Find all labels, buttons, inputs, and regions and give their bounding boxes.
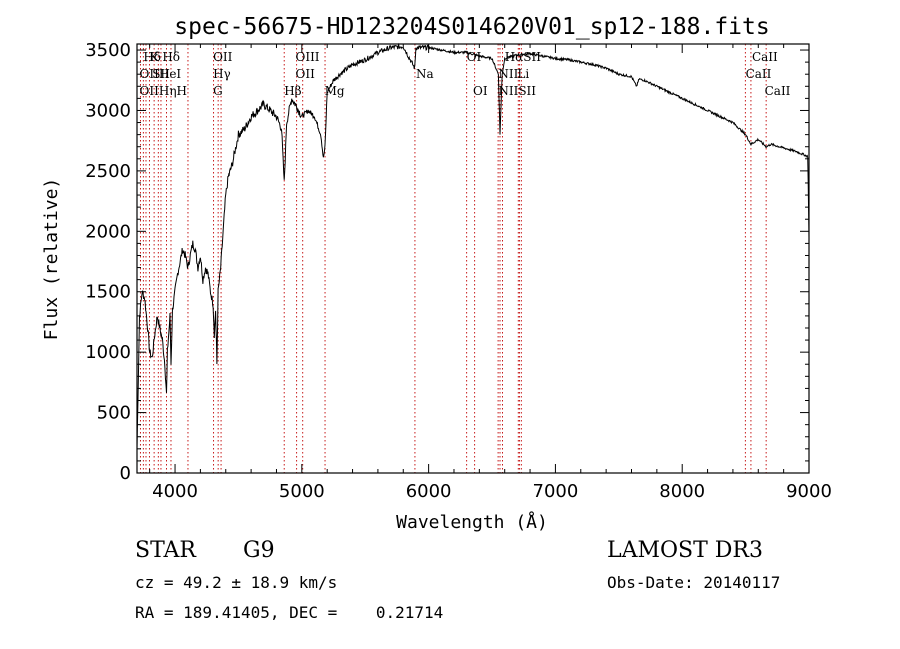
obs-date-text: Obs-Date: 20140117 bbox=[607, 573, 781, 592]
y-axis-label: Flux (relative) bbox=[41, 178, 62, 341]
y-tick-label: 3000 bbox=[85, 100, 131, 121]
spectral-line-label: NIISII bbox=[498, 84, 536, 98]
class-label: STAR bbox=[135, 538, 196, 563]
x-axis-label: Wavelength (Å) bbox=[396, 511, 548, 533]
spectrum-line bbox=[136, 42, 810, 449]
y-tick-label: 3500 bbox=[85, 40, 131, 61]
redshift-text: cz = 49.2 ± 18.9 km/s bbox=[135, 573, 338, 592]
spectral-line-label: OII bbox=[295, 67, 315, 81]
x-tick-label: 9000 bbox=[786, 481, 832, 502]
spectral-line-label: OII bbox=[213, 50, 233, 64]
y-tick-label: 500 bbox=[97, 403, 131, 424]
x-tick-label: 8000 bbox=[659, 481, 705, 502]
spectral-line-label: K bbox=[150, 50, 160, 64]
survey-label: LAMOST DR3 bbox=[607, 538, 763, 563]
spectral-line-label: Na bbox=[416, 67, 434, 81]
spectral-line-label: CaII bbox=[765, 84, 791, 98]
spectral-line-label: OIIHηH bbox=[140, 84, 187, 98]
x-tick-label: 7000 bbox=[533, 481, 579, 502]
y-tick-label: 2000 bbox=[85, 221, 131, 242]
spectral-line-label: CaII bbox=[752, 50, 778, 64]
spectral-line-label: OI bbox=[467, 50, 482, 64]
spectral-line-label: Hβ bbox=[284, 84, 301, 98]
spectral-line-label: Li bbox=[517, 67, 529, 81]
spectral-line-label: OIII bbox=[295, 50, 319, 64]
spectral-line-label: OI bbox=[473, 84, 488, 98]
spectral-line-label: CaII bbox=[746, 67, 772, 81]
chart-title: spec-56675-HD123204S014620V01_sp12-188.f… bbox=[174, 14, 769, 40]
y-tick-label: 2500 bbox=[85, 161, 131, 182]
spectral-line-label: NII bbox=[498, 67, 518, 81]
subclass-label: G9 bbox=[243, 538, 275, 563]
spectral-line-label: G bbox=[213, 84, 223, 98]
x-tick-label: 5000 bbox=[279, 481, 325, 502]
plot-frame bbox=[136, 43, 810, 474]
coords-text: RA = 189.41405, DEC = 0.21714 bbox=[135, 603, 444, 622]
y-axis-ticks: 0 500 1000 1500 2000 2500 3000 3500 bbox=[85, 40, 809, 484]
x-tick-label: 4000 bbox=[152, 481, 198, 502]
x-axis-ticks: 4000 5000 6000 7000 8000 9000 bbox=[149, 44, 832, 502]
spectral-line-label: SII bbox=[152, 67, 170, 81]
spectral-line-label: Hγ bbox=[213, 67, 231, 81]
y-tick-label: 1000 bbox=[85, 342, 131, 363]
y-tick-label: 1500 bbox=[85, 282, 131, 303]
x-tick-label: 6000 bbox=[406, 481, 452, 502]
spectral-line-label: Hδ bbox=[143, 50, 161, 64]
y-tick-label: 0 bbox=[120, 463, 131, 484]
spectrum-series bbox=[136, 42, 810, 449]
spectral-line-label: OIIHeI bbox=[140, 67, 182, 81]
spectral-line-label: Hδ bbox=[162, 50, 180, 64]
line-markers bbox=[139, 44, 767, 473]
